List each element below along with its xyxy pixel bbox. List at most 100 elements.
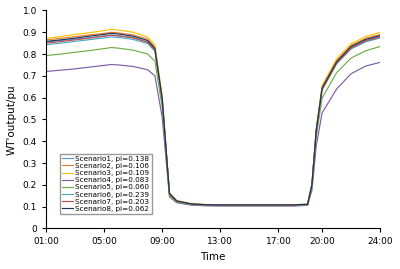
Scenario6, pi=0.239 xyxy=(363,40,368,44)
Scenario3, pi=0.109 xyxy=(109,28,114,31)
Scenario3, pi=0.109 xyxy=(310,182,314,186)
Scenario7, pi=0.203 xyxy=(131,36,136,40)
Scenario8, pi=0.062 xyxy=(44,40,48,43)
Scenario8, pi=0.062 xyxy=(314,128,319,132)
Scenario8, pi=0.062 xyxy=(320,86,324,90)
Scenario1, pi=0.138 xyxy=(189,203,194,206)
Scenario8, pi=0.062 xyxy=(247,203,252,207)
Scenario4, pi=0.083 xyxy=(131,65,136,68)
Scenario1, pi=0.138 xyxy=(87,36,92,39)
Scenario5, pi=0.060 xyxy=(363,49,368,52)
Scenario7, pi=0.203 xyxy=(276,204,281,207)
Scenario4, pi=0.083 xyxy=(262,204,266,208)
Scenario8, pi=0.062 xyxy=(58,38,63,41)
Scenario7, pi=0.203 xyxy=(218,204,223,207)
Scenario4, pi=0.083 xyxy=(363,65,368,68)
Scenario8, pi=0.062 xyxy=(160,97,164,100)
Scenario1, pi=0.138 xyxy=(167,192,172,195)
Scenario3, pi=0.109 xyxy=(320,84,324,87)
Scenario7, pi=0.203 xyxy=(87,37,92,40)
Scenario7, pi=0.203 xyxy=(314,129,319,132)
Scenario8, pi=0.062 xyxy=(349,45,354,48)
Scenario8, pi=0.062 xyxy=(152,47,157,50)
Scenario5, pi=0.060 xyxy=(189,203,194,206)
Scenario2, pi=0.106 xyxy=(87,33,92,37)
Scenario3, pi=0.109 xyxy=(167,191,172,194)
Scenario5, pi=0.060 xyxy=(378,45,383,48)
Scenario7, pi=0.203 xyxy=(334,62,339,65)
Scenario1, pi=0.138 xyxy=(305,203,310,206)
Scenario4, pi=0.083 xyxy=(145,68,150,71)
Scenario4, pi=0.083 xyxy=(102,64,106,67)
Scenario7, pi=0.203 xyxy=(247,204,252,207)
Scenario5, pi=0.060 xyxy=(218,204,223,207)
Scenario7, pi=0.203 xyxy=(320,88,324,91)
Scenario5, pi=0.060 xyxy=(204,204,208,207)
Scenario3, pi=0.109 xyxy=(87,31,92,34)
Scenario3, pi=0.109 xyxy=(291,203,296,206)
Scenario8, pi=0.062 xyxy=(87,34,92,38)
Line: Scenario6, pi=0.239: Scenario6, pi=0.239 xyxy=(46,37,380,205)
Scenario7, pi=0.203 xyxy=(349,47,354,50)
Scenario6, pi=0.239 xyxy=(262,204,266,207)
Scenario1, pi=0.138 xyxy=(131,36,136,39)
Scenario7, pi=0.203 xyxy=(204,203,208,207)
Scenario8, pi=0.062 xyxy=(262,203,266,207)
Scenario4, pi=0.083 xyxy=(160,116,164,119)
Scenario1, pi=0.138 xyxy=(44,40,48,44)
Scenario5, pi=0.060 xyxy=(262,204,266,207)
Scenario6, pi=0.239 xyxy=(102,36,106,40)
Scenario1, pi=0.138 xyxy=(204,203,208,207)
Scenario8, pi=0.062 xyxy=(218,203,223,207)
Scenario4, pi=0.083 xyxy=(167,195,172,199)
Scenario2, pi=0.106 xyxy=(189,202,194,206)
Scenario2, pi=0.106 xyxy=(160,96,164,99)
Scenario7, pi=0.203 xyxy=(262,204,266,207)
Scenario8, pi=0.062 xyxy=(131,34,136,38)
Scenario3, pi=0.109 xyxy=(204,203,208,206)
Scenario7, pi=0.203 xyxy=(305,203,310,206)
Scenario2, pi=0.106 xyxy=(363,37,368,40)
Scenario5, pi=0.060 xyxy=(276,204,281,207)
Scenario8, pi=0.062 xyxy=(232,203,237,207)
Scenario4, pi=0.083 xyxy=(314,144,319,147)
Scenario3, pi=0.109 xyxy=(116,29,121,32)
Scenario2, pi=0.106 xyxy=(232,203,237,207)
Scenario6, pi=0.239 xyxy=(310,184,314,187)
Scenario1, pi=0.138 xyxy=(363,39,368,42)
Scenario8, pi=0.062 xyxy=(334,60,339,63)
Scenario3, pi=0.109 xyxy=(145,36,150,39)
Line: Scenario4, pi=0.083: Scenario4, pi=0.083 xyxy=(46,62,380,206)
Scenario3, pi=0.109 xyxy=(314,127,319,130)
Scenario2, pi=0.106 xyxy=(349,44,354,47)
Scenario7, pi=0.203 xyxy=(44,41,48,45)
Scenario2, pi=0.106 xyxy=(378,33,383,36)
Scenario1, pi=0.138 xyxy=(262,204,266,207)
Scenario6, pi=0.239 xyxy=(58,41,63,45)
Scenario1, pi=0.138 xyxy=(349,46,354,49)
Scenario5, pi=0.060 xyxy=(58,52,63,56)
Scenario3, pi=0.109 xyxy=(247,203,252,206)
Scenario4, pi=0.083 xyxy=(109,63,114,66)
Line: Scenario5, pi=0.060: Scenario5, pi=0.060 xyxy=(46,47,380,206)
Scenario5, pi=0.060 xyxy=(44,54,48,57)
Scenario3, pi=0.109 xyxy=(363,35,368,38)
Scenario1, pi=0.138 xyxy=(232,204,237,207)
Scenario7, pi=0.203 xyxy=(145,41,150,44)
Scenario6, pi=0.239 xyxy=(116,36,121,39)
Scenario2, pi=0.106 xyxy=(145,38,150,41)
Scenario7, pi=0.203 xyxy=(109,34,114,37)
Scenario4, pi=0.083 xyxy=(378,61,383,64)
Scenario8, pi=0.062 xyxy=(305,203,310,206)
Scenario4, pi=0.083 xyxy=(44,70,48,73)
Scenario1, pi=0.138 xyxy=(72,38,77,41)
Scenario1, pi=0.138 xyxy=(276,204,281,207)
Scenario8, pi=0.062 xyxy=(310,183,314,186)
Scenario8, pi=0.062 xyxy=(109,32,114,35)
Scenario1, pi=0.138 xyxy=(145,40,150,44)
Scenario1, pi=0.138 xyxy=(109,33,114,37)
Scenario5, pi=0.060 xyxy=(174,200,179,204)
Scenario8, pi=0.062 xyxy=(276,203,281,207)
Scenario8, pi=0.062 xyxy=(291,203,296,207)
Line: Scenario3, pi=0.109: Scenario3, pi=0.109 xyxy=(46,29,380,205)
